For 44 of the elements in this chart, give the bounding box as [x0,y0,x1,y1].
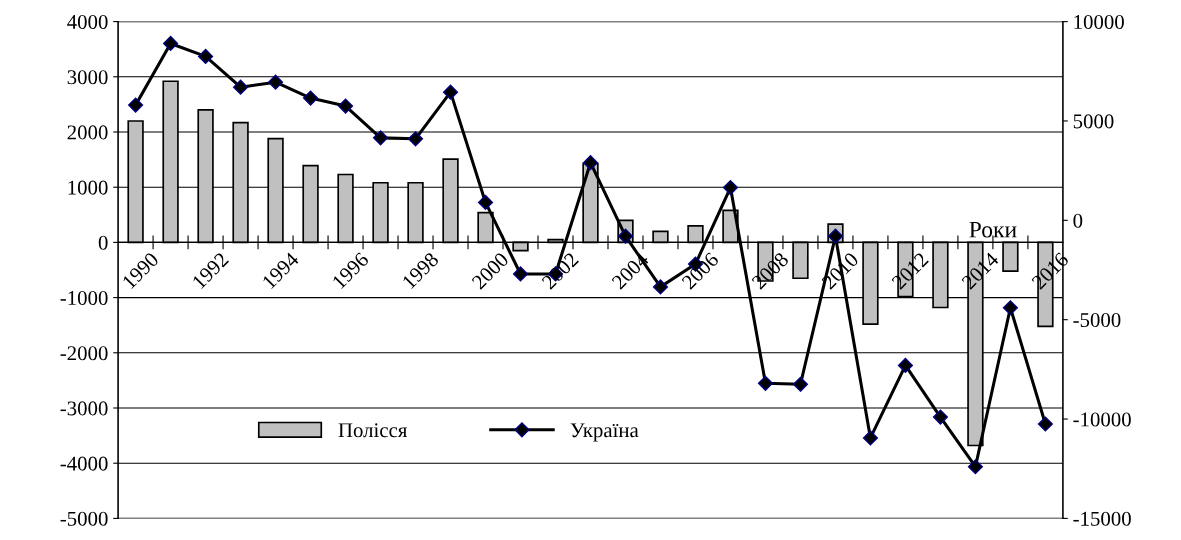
point [722,179,739,196]
point [1002,300,1018,316]
point [827,228,844,244]
point [512,266,529,282]
point [792,376,809,392]
y-tick-label: -2000 [60,346,108,361]
y2-tick-label: -10000 [1073,412,1131,427]
point [932,409,948,425]
y-tick-label: -4000 [60,456,108,471]
y2-tick-label: 10000 [1074,14,1124,30]
point [582,155,599,171]
point [337,98,354,114]
y-tick-label: -5000 [60,511,108,526]
point [617,228,634,244]
point [477,194,494,211]
y2-tick-label: -15000 [1073,511,1131,526]
y-tick-label: -1000 [60,290,108,306]
y-tick-label: -3000 [60,401,108,416]
y-tick-label: 2000 [67,125,108,140]
y2-tick-label: 5000 [1073,114,1114,129]
y-tick-label: 3000 [67,70,108,85]
point [862,430,879,446]
y-tick-label: 1000 [68,180,108,195]
y2-tick-label: -5000 [1073,313,1121,328]
point [967,459,983,475]
legend-label: Полісся [338,423,407,438]
point [372,130,389,146]
y-tick-label: 0 [98,235,108,250]
legend-label: Україна [570,423,639,442]
point [652,279,669,295]
y2-tick-label: 0 [1073,213,1083,228]
point [407,131,424,147]
point [897,357,914,373]
point [128,97,144,113]
y-tick-label: 4000 [67,14,108,30]
annotation: Роки [969,221,1017,238]
point [233,79,249,95]
point [198,48,214,64]
point [163,35,179,52]
point [757,375,774,391]
point [1037,416,1053,432]
point [442,84,459,100]
point [302,90,319,106]
point [267,74,284,90]
